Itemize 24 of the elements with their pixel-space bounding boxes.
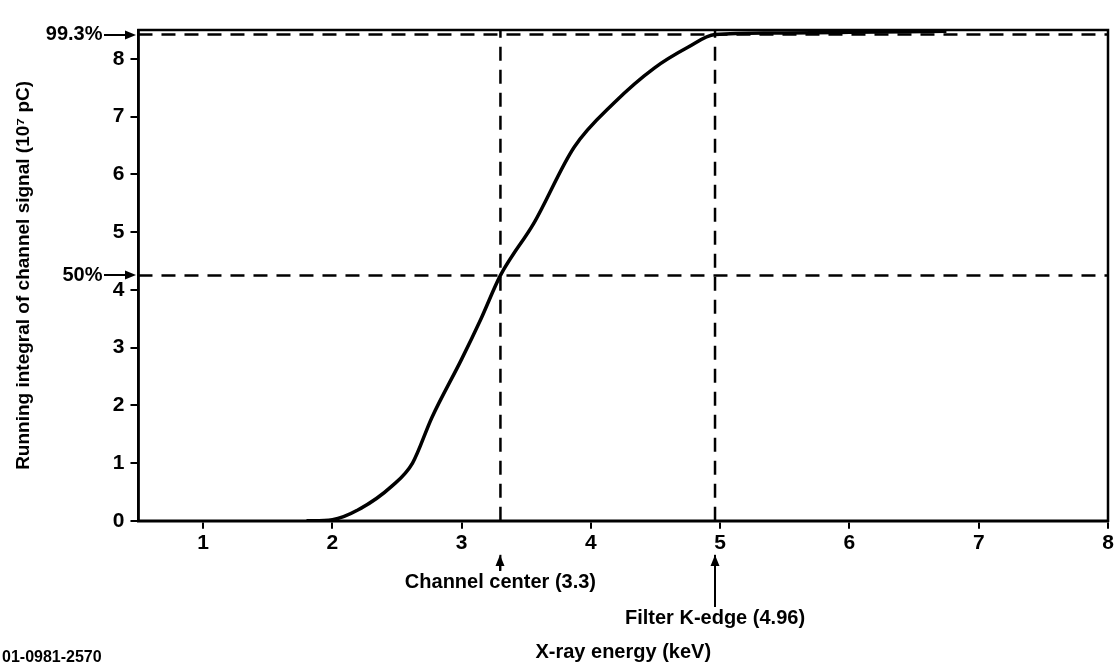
x-tick-label: 6 xyxy=(843,530,856,554)
text: 99.3% xyxy=(45,22,103,45)
y-tick-label: 3 xyxy=(112,334,125,358)
text: Filter K-edge (4.96) xyxy=(625,606,806,629)
x-tick-label: 2 xyxy=(326,530,339,554)
y-tick-label: 1 xyxy=(112,449,125,473)
x-tick-label: 1 xyxy=(197,530,210,554)
y-tick-label: 8 xyxy=(112,45,125,69)
x-tick-label: 7 xyxy=(972,530,985,554)
x-tick-label: 3 xyxy=(455,530,468,554)
y-axis-title: Running integral of channel signal (10⁷ pC) xyxy=(11,80,33,470)
text: 50% xyxy=(62,262,103,285)
x-tick-label: 5 xyxy=(714,530,727,554)
text: 01-0981-2570 xyxy=(2,648,102,665)
text: Channel center (3.3) xyxy=(404,570,597,593)
y-tick-label: 5 xyxy=(112,218,125,242)
y-tick-label: 2 xyxy=(112,392,125,416)
y-tick-label: 7 xyxy=(112,103,125,127)
x-tick-label: 8 xyxy=(1102,530,1115,554)
x-tick-label: 4 xyxy=(585,530,598,554)
y-tick-label: 0 xyxy=(112,507,125,531)
x-axis-title: X-ray energy (keV) xyxy=(535,639,712,662)
y-tick-label: 6 xyxy=(112,161,125,185)
y-tick-label: 4 xyxy=(112,276,125,300)
